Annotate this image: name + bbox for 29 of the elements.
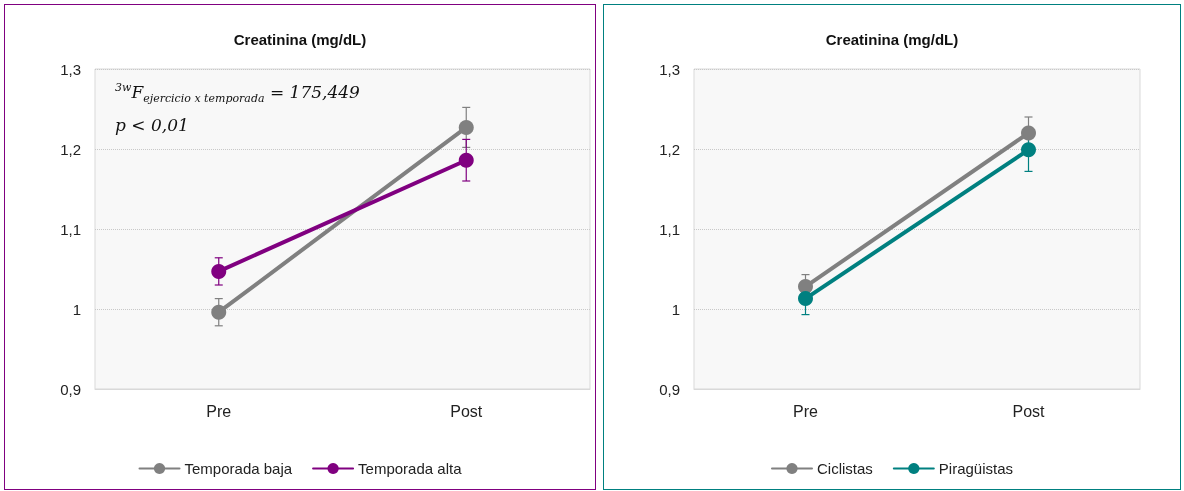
legend-label: Temporada alta <box>358 460 463 477</box>
y-tick-label: 1,1 <box>659 220 680 238</box>
y-tick-label: 1,2 <box>60 140 81 158</box>
x-tick-label: Pre <box>206 402 232 420</box>
point <box>211 263 227 279</box>
x-tick-label: Pre <box>793 402 819 420</box>
annotation: $^{3w}$F$_{ejercicio x temporada}$ = 175,449 <box>115 80 360 108</box>
point <box>798 291 813 307</box>
legend-label: Temporada baja <box>184 460 293 477</box>
point <box>458 119 474 135</box>
point <box>211 304 227 320</box>
y-tick-label: 1,3 <box>60 60 81 78</box>
y-tick-label: 1 <box>671 300 680 318</box>
legend-label: Piragüistas <box>938 460 1014 477</box>
point <box>458 152 474 168</box>
x-tick-label: Post <box>1012 402 1046 420</box>
x-tick-label: Post <box>450 402 483 420</box>
y-tick-label: 0,9 <box>659 380 680 398</box>
annotation: p < 0,01 <box>115 114 190 138</box>
y-tick-label: 1,2 <box>659 140 680 158</box>
y-tick-label: 1,3 <box>659 60 680 78</box>
point <box>1021 142 1036 158</box>
y-tick-label: 0,9 <box>60 380 81 398</box>
chart-title: Creatinina (mg/dL) <box>233 31 367 48</box>
point <box>1021 125 1036 141</box>
chart-title: Creatinina (mg/dL) <box>825 31 959 48</box>
legend-label: Ciclistas <box>816 460 873 477</box>
y-tick-label: 1,1 <box>60 220 81 238</box>
y-tick-label: 1 <box>72 300 81 318</box>
